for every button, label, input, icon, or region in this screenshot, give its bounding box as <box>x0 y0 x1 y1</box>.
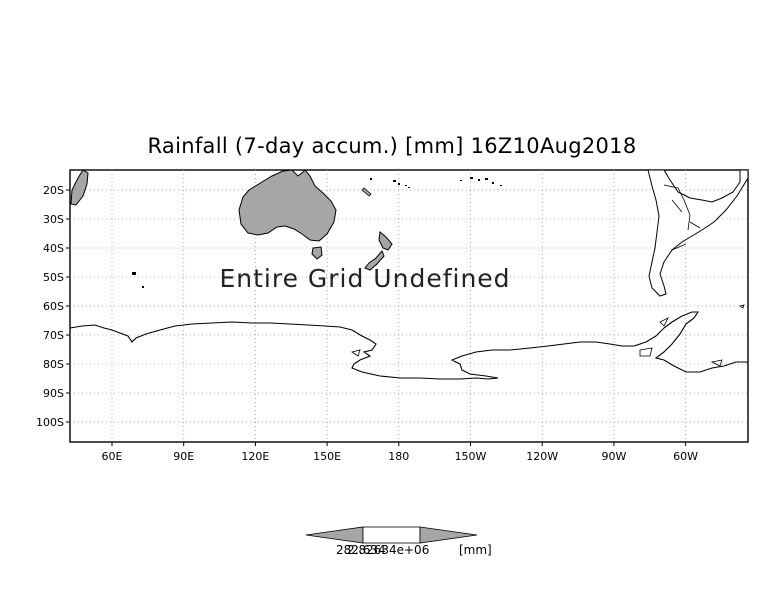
latitude-tick-label: 20S <box>43 184 64 197</box>
gridlines <box>70 170 748 442</box>
longitude-tick-label: 120W <box>526 450 558 463</box>
latitude-tick-label: 50S <box>43 271 64 284</box>
longitude-tick-label: 150W <box>455 450 487 463</box>
latitude-tick-label: 80S <box>43 358 64 371</box>
australia-landmass <box>238 170 337 242</box>
longitude-tick-label: 180 <box>388 450 409 463</box>
colorbar-unit-label: [mm] <box>459 543 492 557</box>
colorbar-high-label: 2.82634e+06 <box>347 543 430 557</box>
country-borders <box>663 184 701 251</box>
colorbar <box>305 526 478 544</box>
latitude-tick-label: 70S <box>43 329 64 342</box>
latitude-tick-label: 90S <box>43 387 64 400</box>
longitude-tick-label: 60W <box>673 450 698 463</box>
pacific-islands <box>132 177 502 288</box>
undefined-grid-message: Entire Grid Undefined <box>219 264 510 293</box>
new-caledonia-landmass <box>361 187 372 197</box>
colorbar-low-triangle <box>305 526 364 544</box>
latitude-labels: 20S 30S 40S 50S 60S 70S 80S 90S 100S <box>36 184 70 429</box>
tasmania-landmass <box>311 246 323 260</box>
latitude-tick-label: 40S <box>43 242 64 255</box>
colorbar-high-triangle <box>419 526 478 544</box>
coastlines <box>70 170 748 380</box>
latitude-tick-label: 60S <box>43 300 64 313</box>
antarctica-coastline <box>70 311 748 380</box>
longitude-tick-label: 90E <box>173 450 194 463</box>
latitude-tick-label: 30S <box>43 213 64 226</box>
colorbar-middle-box <box>362 526 421 544</box>
longitude-tick-label: 90W <box>601 450 626 463</box>
longitude-tick-label: 150E <box>313 450 341 463</box>
colorbar-low-label: 282.634 <box>336 543 386 557</box>
longitude-tick-label: 120E <box>241 450 269 463</box>
longitude-tick-label: 60E <box>102 450 123 463</box>
map-title: Rainfall (7-day accum.) [mm] 16Z10Aug201… <box>147 134 637 158</box>
longitude-labels: 60E 90E 120E 150E 180 150W 120W 90W 60W <box>102 442 698 463</box>
new-zealand-landmass <box>364 231 393 271</box>
madagascar-landmass <box>70 170 89 206</box>
antarctic-islands <box>351 304 745 367</box>
latitude-tick-label: 100S <box>36 416 64 429</box>
